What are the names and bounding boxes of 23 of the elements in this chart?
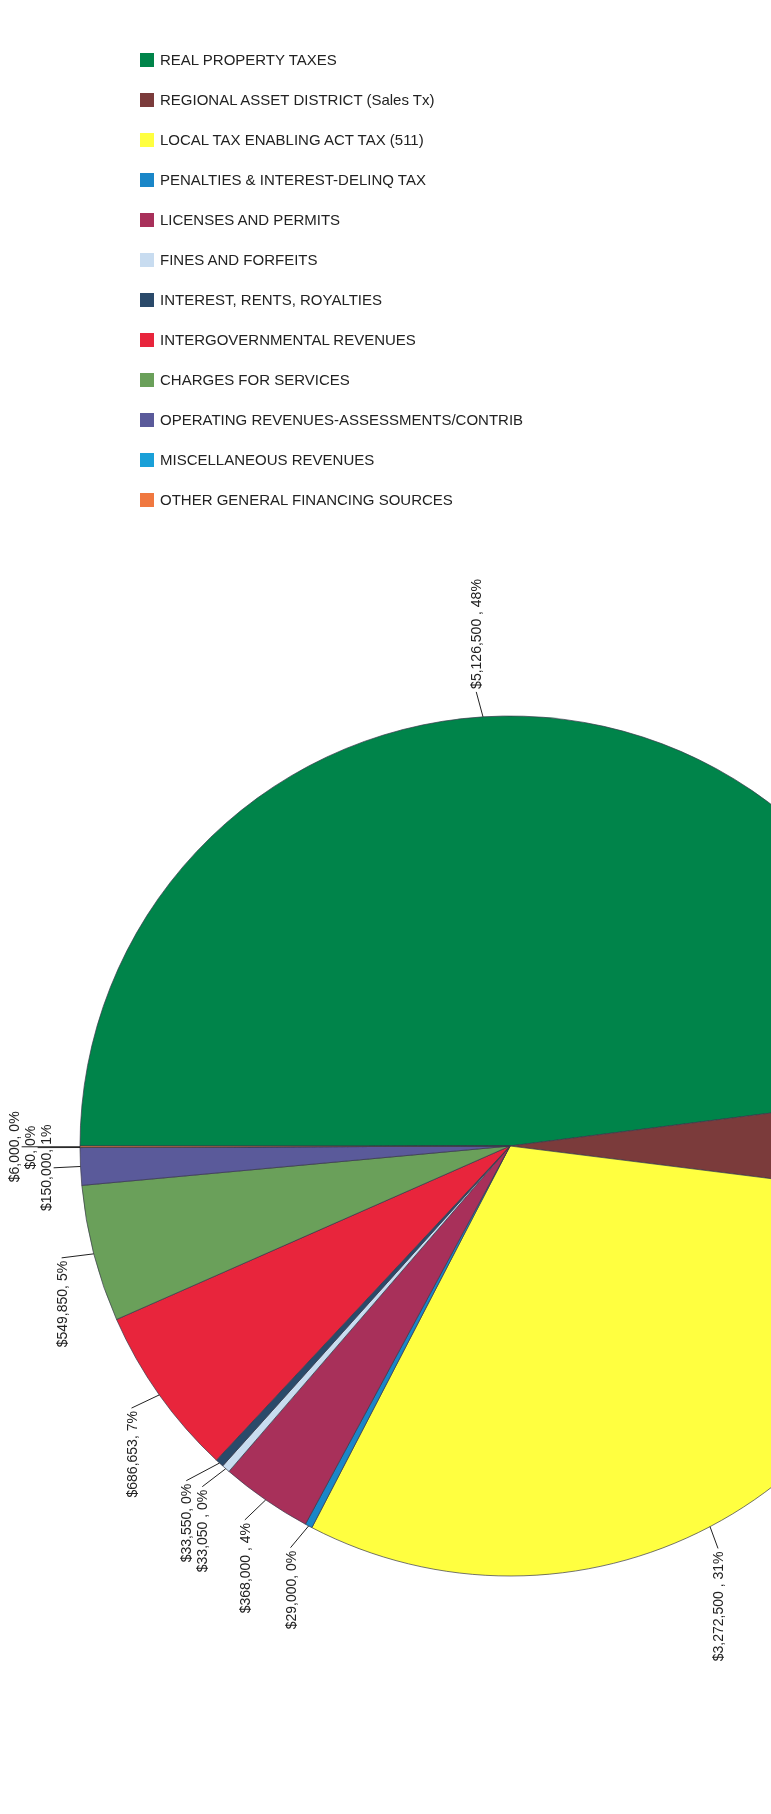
data-label: $368,000 , 4%	[236, 1522, 253, 1614]
text: $0, 0%	[21, 1125, 38, 1170]
legend-label: OPERATING REVENUES-ASSESSMENTS/CONTRIB	[160, 411, 524, 428]
legend-label: FINES AND FORFEITS	[160, 251, 318, 268]
legend-label: OTHER GENERAL FINANCING SOURCES	[160, 491, 453, 508]
data-label: $686,653, 7%	[123, 1411, 140, 1498]
legend-label: INTERGOVERNMENTAL REVENUES	[160, 331, 416, 348]
data-label: $549,850, 5%	[53, 1260, 70, 1348]
legend-label: CHARGES FOR SERVICES	[160, 371, 350, 388]
legend-label: LOCAL TAX ENABLING ACT TAX (511)	[160, 131, 424, 148]
data-label: $3,272,500 , 31%	[710, 1551, 727, 1662]
legend-label: MISCELLANEOUS REVENUES	[160, 451, 375, 468]
legend-label: REGIONAL ASSET DISTRICT (Sales Tx)	[160, 91, 435, 108]
data-label: $6,000, 0%	[5, 1111, 22, 1183]
legend-label: REAL PROPERTY TAXES	[160, 51, 337, 68]
legend-label: INTEREST, RENTS, ROYALTIES	[160, 291, 382, 308]
data-label: $33,050 , 0%	[194, 1489, 211, 1573]
legend-label: PENALTIES & INTEREST-DELINQ TAX	[160, 171, 426, 188]
data-label: $5,126,500 , 48%	[468, 579, 485, 689]
data-label: $29,000, 0%	[282, 1550, 299, 1630]
legend-label: LICENSES AND PERMITS	[160, 211, 341, 228]
data-label: $33,550, 0%	[178, 1483, 195, 1563]
data-label: $150,000, 1%	[37, 1124, 54, 1212]
